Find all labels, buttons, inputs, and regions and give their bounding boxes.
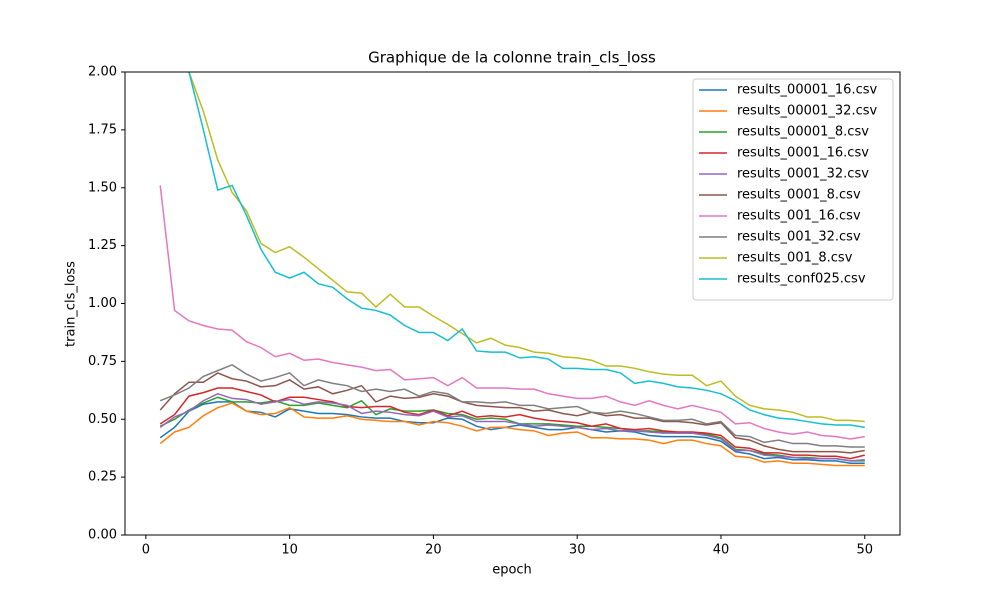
series-line bbox=[159, 402, 865, 467]
x-tick-label: 10 bbox=[281, 543, 298, 558]
series-line bbox=[159, 392, 865, 462]
y-tick-label: 1.25 bbox=[88, 238, 117, 253]
y-tick-label: 1.50 bbox=[88, 180, 117, 195]
legend-label: results_conf025.csv bbox=[737, 272, 866, 287]
y-tick-label: 0.75 bbox=[88, 354, 117, 369]
x-tick-label: 50 bbox=[856, 543, 873, 558]
x-tick-label: 0 bbox=[142, 543, 150, 558]
x-tick-label: 30 bbox=[569, 543, 586, 558]
y-tick-label: 0.00 bbox=[88, 528, 117, 543]
x-axis-label: epoch bbox=[492, 563, 532, 578]
legend-label: results_0001_8.csv bbox=[737, 188, 861, 203]
y-axis-label: train_cls_loss bbox=[64, 261, 79, 347]
series-line bbox=[159, 364, 865, 448]
legend-label: results_0001_16.csv bbox=[737, 146, 869, 161]
legend-label: results_001_16.csv bbox=[737, 209, 861, 224]
series-line bbox=[159, 185, 865, 440]
x-tick-label: 20 bbox=[425, 543, 442, 558]
legend-label: results_00001_8.csv bbox=[737, 125, 869, 140]
legend-label: results_00001_32.csv bbox=[737, 104, 878, 119]
legend-label: results_001_8.csv bbox=[737, 251, 853, 266]
series-line bbox=[188, 72, 865, 429]
legend-box bbox=[692, 78, 894, 301]
y-tick-label: 2.00 bbox=[88, 65, 117, 80]
y-tick-label: 0.25 bbox=[88, 470, 117, 485]
y-tick-label: 1.75 bbox=[88, 122, 117, 137]
y-tick-label: 0.50 bbox=[88, 412, 117, 427]
series-line bbox=[159, 401, 865, 464]
series-line bbox=[188, 72, 865, 423]
legend-label: results_0001_32.csv bbox=[737, 167, 869, 182]
y-tick-label: 1.00 bbox=[88, 296, 117, 311]
plot-lines bbox=[159, 72, 865, 467]
legend-label: results_00001_16.csv bbox=[737, 83, 878, 98]
chart-title: Graphique de la colonne train_cls_loss bbox=[368, 49, 656, 68]
x-tick-label: 40 bbox=[713, 543, 730, 558]
legend-label: results_001_32.csv bbox=[737, 230, 861, 245]
series-line bbox=[159, 372, 865, 454]
